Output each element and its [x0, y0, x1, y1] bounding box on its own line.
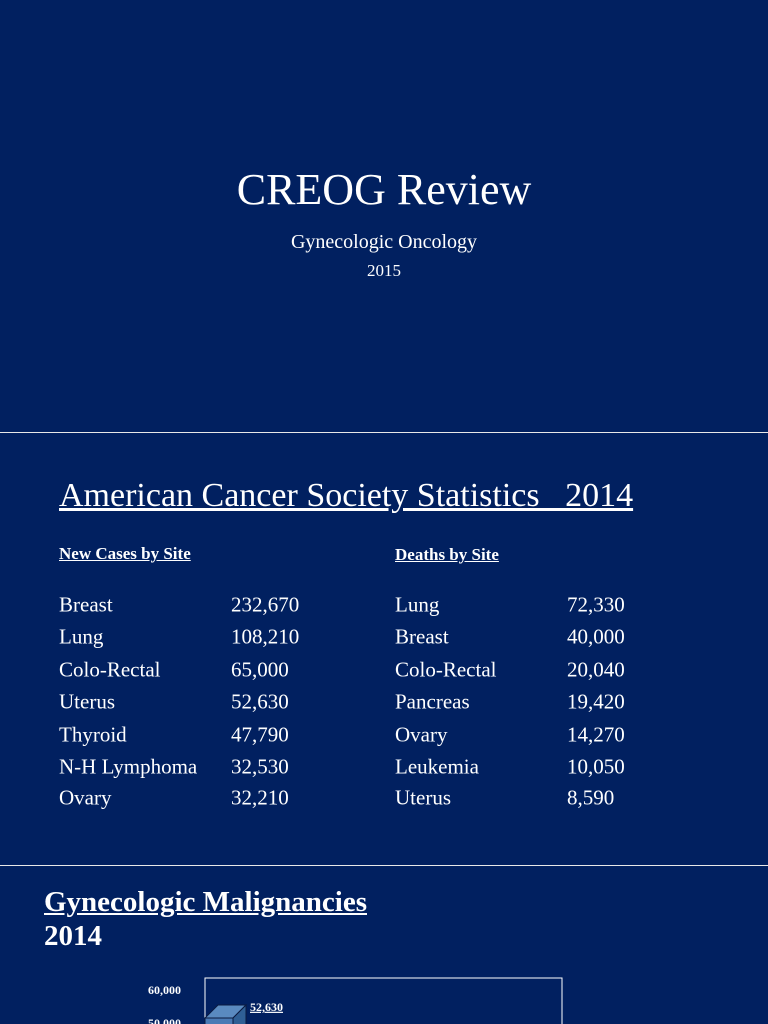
site-cell: Thyroid [59, 722, 127, 747]
bar-label: 52,630 [250, 1000, 283, 1014]
bar-side [232, 1003, 247, 1024]
count-cell: 72,330 [567, 592, 625, 617]
site-cell: Pancreas [395, 689, 470, 714]
site-cell: Uterus [395, 785, 451, 810]
site-cell: Lung [395, 592, 440, 617]
count-cell: 32,210 [231, 785, 289, 810]
slide-year: 2015 [367, 261, 401, 280]
slide-separator [0, 432, 768, 433]
site-cell: Lung [59, 624, 104, 649]
site-cell: Colo-Rectal [59, 657, 161, 682]
y-tick-label: 60,000 [148, 983, 181, 997]
count-cell: 65,000 [231, 657, 289, 682]
site-cell: Colo-Rectal [395, 657, 497, 682]
count-cell: 14,270 [567, 722, 625, 747]
count-cell: 47,790 [231, 722, 289, 747]
site-cell: Leukemia [395, 754, 479, 779]
count-cell: 20,040 [567, 657, 625, 682]
slide-year: 2014 [44, 920, 102, 952]
count-cell: 40,000 [567, 624, 625, 649]
slide-subtitle: Gynecologic Oncology [290, 231, 478, 253]
count-cell: 52,630 [231, 689, 289, 714]
bar [204, 1017, 234, 1024]
site-cell: Ovary [59, 785, 112, 810]
slide-title: American Cancer Society Statistics 2014 [59, 477, 634, 514]
count-cell: 10,050 [567, 754, 625, 779]
count-cell: 8,590 [567, 785, 615, 810]
chart-frame [204, 977, 563, 1024]
site-cell: Ovary [395, 722, 448, 747]
slide-separator [0, 865, 768, 866]
count-cell: 32,530 [231, 754, 289, 779]
site-cell: N-H Lymphoma [59, 754, 198, 779]
count-cell: 19,420 [567, 689, 625, 714]
site-cell: Breast [395, 624, 449, 649]
site-cell: Uterus [59, 689, 115, 714]
column-heading: Deaths by Site [395, 545, 499, 564]
site-cell: Breast [59, 592, 113, 617]
y-tick-label: 50,000 [148, 1016, 181, 1024]
slide-title: CREOG Review [236, 165, 532, 214]
chart-fragment: 60,000 50,000 52,630 [148, 977, 563, 1024]
count-cell: 108,210 [231, 624, 300, 649]
count-cell: 232,670 [231, 592, 300, 617]
slide-title: Gynecologic Malignancies [44, 886, 367, 918]
column-heading: New Cases by Site [59, 544, 191, 563]
